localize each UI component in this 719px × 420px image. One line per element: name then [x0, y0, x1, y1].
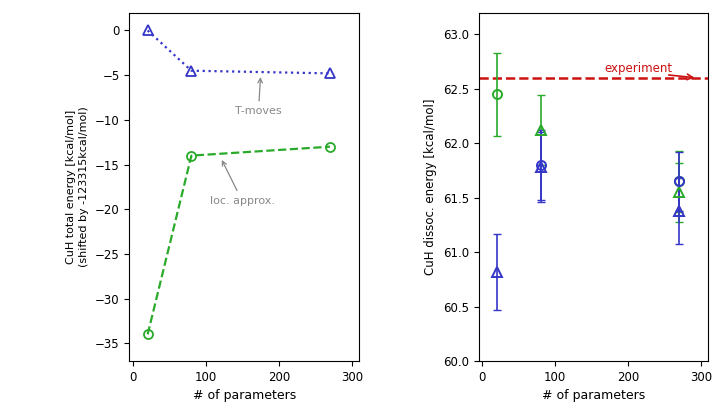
Text: T-moves: T-moves — [235, 79, 282, 116]
Text: experiment: experiment — [605, 62, 673, 75]
Y-axis label: CuH dissoc. energy [kcal/mol]: CuH dissoc. energy [kcal/mol] — [424, 99, 437, 275]
X-axis label: # of parameters: # of parameters — [193, 389, 296, 402]
Y-axis label: CuH total energy [kcal/mol]
(shifted by -123315kcal/mol): CuH total energy [kcal/mol] (shifted by … — [66, 107, 89, 267]
Text: loc. approx.: loc. approx. — [210, 161, 275, 206]
X-axis label: # of parameters: # of parameters — [541, 389, 645, 402]
